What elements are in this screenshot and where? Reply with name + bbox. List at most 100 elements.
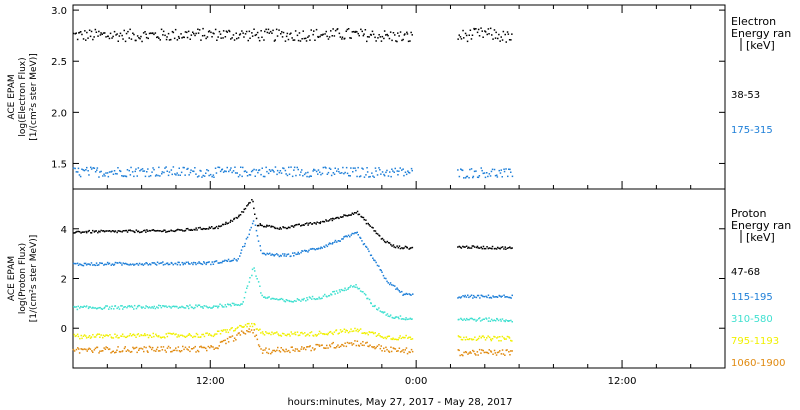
- data-point: [148, 306, 151, 308]
- data-point: [99, 336, 101, 338]
- data-point: [284, 334, 287, 336]
- data-point: [228, 29, 230, 32]
- data-point: [129, 333, 132, 335]
- data-point: [405, 317, 407, 319]
- data-point: [367, 248, 369, 250]
- data-point: [223, 306, 225, 308]
- data-point: [87, 170, 89, 172]
- data-point: [246, 285, 249, 287]
- data-point: [497, 37, 499, 40]
- data-point: [363, 243, 366, 245]
- data-point: [184, 229, 187, 232]
- data-point: [314, 333, 317, 336]
- data-point: [347, 234, 350, 237]
- data-point: [214, 305, 217, 307]
- data-point: [341, 172, 343, 174]
- data-point: [263, 225, 266, 228]
- data-point: [188, 346, 190, 348]
- data-point: [498, 294, 500, 297]
- data-point: [239, 304, 241, 307]
- data-point: [169, 347, 171, 349]
- data-point: [383, 37, 385, 40]
- data-point: [472, 318, 475, 321]
- data-point: [172, 31, 175, 34]
- data-point: [259, 328, 261, 331]
- data-point: [373, 346, 375, 348]
- data-point: [266, 351, 268, 354]
- data-point: [139, 170, 141, 172]
- data-point: [80, 305, 82, 308]
- data-point: [468, 338, 470, 341]
- data-point: [501, 176, 503, 178]
- data-point: [465, 34, 468, 37]
- data-point: [483, 295, 486, 298]
- data-point: [477, 247, 480, 249]
- data-point: [292, 349, 294, 351]
- data-point: [257, 344, 260, 346]
- data-point: [307, 346, 309, 348]
- data-point: [403, 351, 405, 354]
- data-point: [100, 307, 103, 310]
- data-point: [463, 318, 465, 320]
- data-point: [111, 230, 114, 232]
- data-point: [92, 167, 94, 169]
- data-point: [320, 173, 322, 176]
- data-point: [121, 305, 123, 307]
- data-point: [107, 175, 110, 178]
- data-point: [239, 214, 242, 216]
- data-point: [292, 226, 295, 228]
- y-axis-label: ACE EPAM: [7, 74, 17, 119]
- data-point: [465, 336, 468, 338]
- data-point: [279, 334, 282, 337]
- data-point: [179, 334, 182, 337]
- data-point: [194, 262, 197, 264]
- data-point: [350, 328, 352, 330]
- data-point: [374, 347, 376, 350]
- data-point: [168, 263, 171, 266]
- data-point: [349, 235, 351, 238]
- data-point: [147, 351, 149, 353]
- data-point: [511, 247, 513, 249]
- data-point: [218, 345, 220, 347]
- data-point: [272, 169, 274, 172]
- data-point: [205, 37, 207, 40]
- data-point: [478, 335, 481, 338]
- data-point: [168, 171, 171, 173]
- data-point: [212, 346, 214, 348]
- data-point: [268, 348, 270, 350]
- data-point: [485, 351, 487, 354]
- data-point: [324, 347, 326, 349]
- data-point: [217, 227, 219, 230]
- data-point: [383, 277, 386, 279]
- data-point: [294, 333, 297, 336]
- data-point: [349, 175, 351, 177]
- data-point: [511, 294, 513, 297]
- data-point: [317, 247, 320, 250]
- data-point: [152, 32, 154, 34]
- data-point: [242, 301, 244, 303]
- data-point: [151, 262, 153, 264]
- data-point: [82, 264, 85, 267]
- data-point: [385, 314, 387, 316]
- data-point: [280, 172, 283, 174]
- data-point: [201, 35, 204, 37]
- data-point: [193, 335, 195, 338]
- data-point: [98, 264, 100, 266]
- data-point: [391, 338, 393, 341]
- data-point: [199, 262, 201, 264]
- data-point: [100, 350, 103, 352]
- data-point: [487, 352, 490, 355]
- data-point: [180, 33, 182, 35]
- data-point: [459, 246, 462, 248]
- data-point: [187, 227, 189, 230]
- data-point: [362, 332, 364, 334]
- data-point: [401, 247, 403, 249]
- data-point: [96, 169, 98, 171]
- data-point: [210, 263, 212, 266]
- data-point: [508, 336, 510, 338]
- data-point: [372, 227, 374, 229]
- data-point: [293, 39, 296, 41]
- data-point: [308, 176, 310, 178]
- data-point: [223, 260, 225, 262]
- data-point: [210, 345, 212, 347]
